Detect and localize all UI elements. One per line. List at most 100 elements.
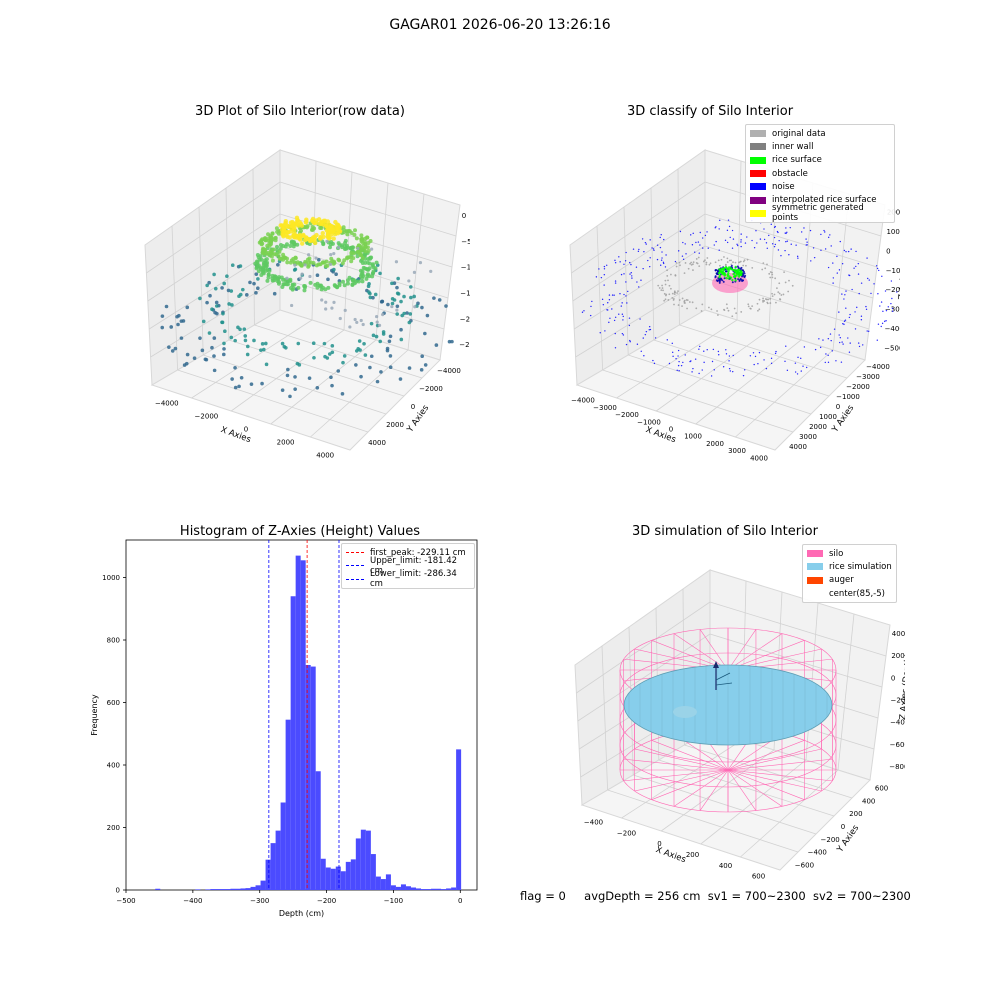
p2-inner-points-point (716, 270, 719, 273)
p2-noise-points-point (883, 320, 886, 323)
hist-bar (285, 719, 291, 890)
p2-noise-points-point (765, 242, 768, 244)
p1-top-points-point (288, 220, 294, 225)
p2-noise-points-point (680, 364, 683, 367)
p1-top-points-point (298, 237, 303, 242)
p1-mid-points-point (358, 348, 362, 352)
hist-bar (426, 889, 432, 890)
p1-ring2-points-point (336, 257, 341, 262)
p1-mid-points-point (390, 301, 395, 306)
p1-top-points-point (331, 236, 336, 241)
p2-rice-surface-points-point (735, 274, 738, 277)
p2-noise-points-point (805, 366, 808, 369)
p4-silo-spoke (623, 769, 729, 782)
p1-ring2-points-point (298, 228, 303, 233)
p2-original-points-point (735, 312, 738, 315)
p1-mid-points-point (280, 341, 285, 346)
p2-rice-surface-points-point (721, 272, 725, 276)
p2-noise-points-point (736, 243, 738, 245)
p2-noise-points-point (665, 254, 667, 256)
p1-lower-points-point (387, 339, 392, 344)
p1-lower-points-point (245, 293, 249, 297)
p2-noise-points-point (713, 369, 715, 371)
p2-original-points-point (664, 298, 667, 301)
p1-mid-points-point (357, 339, 362, 343)
p2-inner-points-point (742, 279, 745, 282)
p2-inner-points-point (714, 276, 717, 279)
hist-bar (195, 889, 201, 890)
p4-silo-spoke (623, 758, 729, 771)
legend-entry: silo (807, 547, 892, 560)
p2-noise-points-point (604, 330, 606, 332)
p2-noise-points-point (677, 250, 680, 252)
p1-mid-points-point (399, 299, 403, 304)
p1-lower-points-point (316, 257, 321, 262)
hist-bar (295, 555, 301, 890)
p1-top-points-point (304, 219, 309, 224)
p2-noise-points-point (862, 344, 864, 346)
p2-noise-points-point (651, 247, 653, 249)
p2-noise-points-point (629, 339, 631, 342)
p2-rice-surface-points-point (734, 279, 737, 282)
p2-noise-points-point (599, 332, 601, 334)
p2-noise-points-point (890, 280, 893, 282)
p2-noise-points-point (660, 264, 662, 266)
p1-lower-points-point (330, 383, 334, 388)
p1-ring2-points-point (311, 261, 316, 266)
p1-ring2-points-point (363, 242, 368, 247)
legend-swatch (750, 183, 766, 191)
p1-mid-points-point (327, 352, 332, 356)
p1-lower-points-point (221, 352, 226, 357)
p2-original-points-point (766, 263, 768, 266)
p2-original-points-point (769, 297, 772, 300)
p2-noise-points-point (749, 355, 752, 357)
p1-ring-points-point (302, 285, 307, 290)
p2-original-points-point (769, 276, 772, 279)
p2-noise-points-point (839, 336, 842, 339)
p2-inner-points-point (717, 279, 720, 282)
p1-lower-points-point (420, 354, 424, 359)
p1-top-points-point (312, 240, 318, 246)
p2-original-points-point (670, 273, 672, 276)
p2-noise-points-point (887, 306, 890, 308)
p1-ztick: −500 (461, 238, 470, 246)
p2-ytick: 1000 (819, 413, 837, 421)
p2-noise-points-point (714, 227, 716, 229)
p1-ring2-points-point (260, 241, 265, 246)
p2-original-points-point (780, 294, 783, 296)
hist-bar (405, 886, 411, 890)
p2-inner-points-point (738, 279, 741, 282)
p2-noise-points-point (773, 245, 776, 248)
p2-original-points-point (740, 311, 743, 313)
p2-ztick: −4000 (885, 325, 900, 333)
p2-noise-points-point (682, 258, 685, 261)
p2-noise-points-point (659, 246, 662, 249)
p2-xtick: 2000 (706, 440, 724, 448)
p1-lower-points-point (395, 304, 400, 309)
p2-original-points-point (661, 287, 664, 289)
p2-noise-points-point (832, 282, 834, 284)
p2-noise-points-point (614, 332, 616, 335)
p2-pane-floor (575, 309, 866, 451)
p2-original-points-point (773, 293, 776, 296)
p2-noise-points-point (829, 234, 831, 236)
p2-noise-points-point (737, 244, 739, 247)
p1-mid-points-point (296, 341, 301, 346)
p1-ring-points-point (370, 274, 375, 279)
p2-original-points-point (690, 263, 693, 266)
p1-grey-points-point (412, 270, 417, 274)
p2-noise-points-point (827, 354, 829, 357)
p2-original-points-point (674, 274, 677, 277)
hist-bar (330, 868, 336, 890)
p2-noise-points-point (724, 239, 727, 242)
p2-inner-points-point (715, 269, 718, 272)
p1-mid-points-point (238, 292, 243, 297)
p2-inner-points-point (742, 270, 745, 273)
p2-noise-points-point (740, 245, 742, 248)
p2-noise-points-point (620, 273, 623, 276)
p4-xtick: −200 (617, 829, 636, 837)
p1-lower-points-point (444, 304, 448, 308)
p1-mid-points-point (205, 283, 209, 288)
p1-lower-points-point (293, 375, 297, 379)
p2-original-points-point (716, 314, 719, 316)
